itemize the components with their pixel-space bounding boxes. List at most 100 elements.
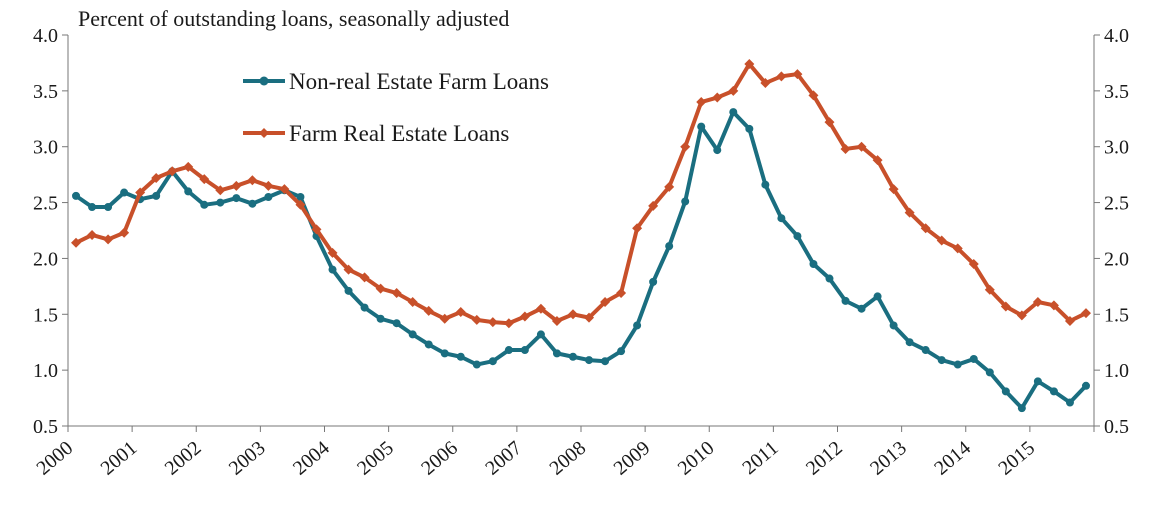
- data-point-non-real-estate: [937, 356, 946, 365]
- data-point-non-real-estate: [873, 292, 882, 301]
- series-line-farm-real-estate: [74, 62, 1088, 326]
- data-point-farm-real-estate: [199, 174, 210, 185]
- data-point-farm-real-estate: [151, 172, 162, 183]
- data-point-non-real-estate: [681, 197, 690, 206]
- data-point-farm-real-estate: [584, 312, 595, 323]
- y-tick-label-left: 4.0: [33, 25, 58, 47]
- data-point-non-real-estate: [248, 199, 257, 208]
- data-point-non-real-estate: [1065, 398, 1074, 407]
- y-tick-label-left: 0.5: [33, 416, 58, 438]
- y-tick-label-right: 0.5: [1104, 416, 1129, 438]
- data-point-farm-real-estate: [103, 234, 114, 245]
- x-tick-label: 2013: [866, 437, 911, 480]
- data-point-farm-real-estate: [71, 237, 82, 248]
- data-point-non-real-estate: [649, 277, 658, 286]
- x-tick-label: 2011: [738, 437, 782, 479]
- data-point-farm-real-estate: [167, 166, 178, 177]
- data-point-farm-real-estate: [600, 296, 611, 307]
- x-tick-label: 2004: [289, 437, 334, 480]
- data-point-non-real-estate: [825, 274, 834, 283]
- data-point-non-real-estate: [1033, 377, 1042, 386]
- data-point-non-real-estate: [793, 232, 802, 241]
- data-point-non-real-estate: [184, 187, 193, 196]
- data-point-farm-real-estate: [1032, 296, 1043, 307]
- data-point-farm-real-estate: [1064, 315, 1075, 326]
- data-point-non-real-estate: [1049, 387, 1058, 396]
- data-point-farm-real-estate: [952, 243, 963, 254]
- series-non-real-estate: [72, 108, 1090, 413]
- y-tick-label-right: 1.0: [1104, 360, 1129, 382]
- data-point-farm-real-estate: [728, 85, 739, 96]
- data-point-non-real-estate: [617, 347, 626, 356]
- data-point-farm-real-estate: [904, 207, 915, 218]
- data-point-farm-real-estate: [968, 259, 979, 270]
- data-point-farm-real-estate: [776, 71, 787, 82]
- data-point-non-real-estate: [697, 122, 706, 131]
- data-point-farm-real-estate: [616, 288, 627, 299]
- y-tick-label-left: 2.0: [33, 248, 58, 270]
- data-point-non-real-estate: [488, 357, 497, 366]
- data-point-farm-real-estate: [535, 303, 546, 314]
- data-point-non-real-estate: [88, 203, 97, 212]
- data-point-farm-real-estate: [263, 180, 274, 191]
- x-tick-label: 2006: [417, 437, 462, 480]
- chart-subtitle: Percent of outstanding loans, seasonally…: [78, 6, 509, 31]
- x-tick-label: 2000: [32, 437, 77, 480]
- data-point-non-real-estate: [424, 340, 433, 349]
- data-point-farm-real-estate: [423, 305, 434, 316]
- y-tick-label-left: 3.5: [33, 81, 58, 103]
- data-point-non-real-estate: [552, 349, 561, 358]
- x-tick-label: 2012: [802, 437, 847, 480]
- legend-item-farm-real-estate: Farm Real Estate Loans: [243, 121, 509, 146]
- data-point-farm-real-estate: [632, 223, 643, 234]
- data-point-farm-real-estate: [119, 227, 130, 238]
- x-tick-label: 2015: [994, 437, 1039, 480]
- legend-label-non-real-estate: Non-real Estate Farm Loans: [289, 69, 549, 94]
- data-point-non-real-estate: [296, 192, 305, 201]
- data-point-farm-real-estate: [311, 224, 322, 235]
- data-point-non-real-estate: [536, 330, 545, 339]
- data-point-farm-real-estate: [503, 318, 514, 329]
- data-point-farm-real-estate: [439, 313, 450, 324]
- data-point-non-real-estate: [953, 360, 962, 369]
- x-tick-label: 2014: [930, 437, 975, 480]
- x-tick-label: 2005: [353, 437, 398, 480]
- x-tick-label: 2001: [97, 437, 142, 480]
- data-point-non-real-estate: [440, 349, 449, 358]
- data-point-non-real-estate: [761, 180, 770, 189]
- data-point-non-real-estate: [568, 352, 577, 361]
- data-point-non-real-estate: [120, 188, 129, 197]
- data-point-non-real-estate: [232, 194, 241, 203]
- data-point-non-real-estate: [745, 124, 754, 133]
- data-point-non-real-estate: [1017, 404, 1026, 413]
- data-point-farm-real-estate: [183, 161, 194, 172]
- data-point-non-real-estate: [729, 108, 738, 117]
- data-point-farm-real-estate: [760, 78, 771, 89]
- data-point-non-real-estate: [152, 191, 161, 200]
- series-farm-real-estate: [71, 59, 1091, 329]
- data-point-farm-real-estate: [856, 141, 867, 152]
- data-point-non-real-estate: [601, 357, 610, 366]
- data-point-farm-real-estate: [1000, 301, 1011, 312]
- data-point-farm-real-estate: [231, 180, 242, 191]
- x-tick-label: 2003: [225, 437, 270, 480]
- data-point-non-real-estate: [809, 260, 818, 269]
- data-point-farm-real-estate: [455, 307, 466, 318]
- data-point-farm-real-estate: [295, 199, 306, 210]
- data-point-farm-real-estate: [1048, 300, 1059, 311]
- data-point-non-real-estate: [520, 346, 529, 355]
- y-tick-label-right: 2.0: [1104, 248, 1129, 270]
- legend: Non-real Estate Farm Loans Farm Real Est…: [243, 69, 549, 146]
- y-tick-label-right: 4.0: [1104, 25, 1129, 47]
- data-point-non-real-estate: [905, 338, 914, 347]
- data-point-farm-real-estate: [391, 288, 402, 299]
- data-point-farm-real-estate: [680, 141, 691, 152]
- data-point-non-real-estate: [344, 286, 353, 295]
- data-point-farm-real-estate: [487, 317, 498, 328]
- data-point-non-real-estate: [392, 319, 401, 328]
- data-point-farm-real-estate: [375, 283, 386, 294]
- data-point-farm-real-estate: [359, 272, 370, 283]
- y-tick-label-left: 3.0: [33, 137, 58, 159]
